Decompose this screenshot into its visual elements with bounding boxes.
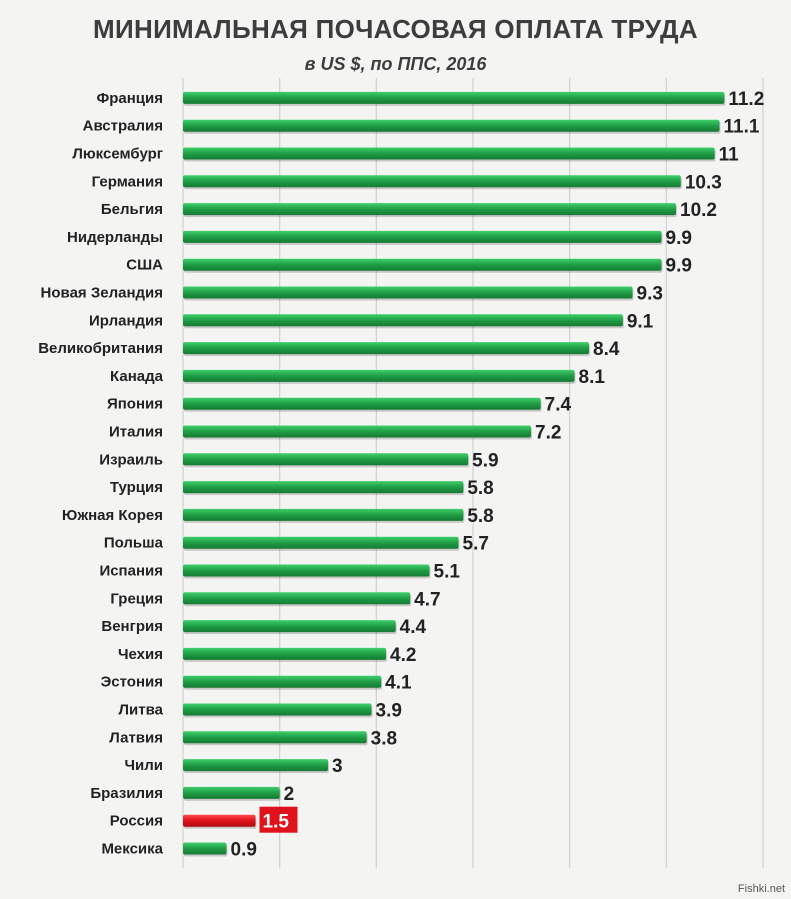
value-label: 3.9 bbox=[376, 701, 402, 722]
category-label: США bbox=[126, 257, 163, 274]
bar bbox=[183, 175, 681, 188]
category-label: Испания bbox=[99, 563, 163, 580]
bar bbox=[183, 842, 227, 855]
bar bbox=[183, 147, 715, 160]
value-label: 2 bbox=[284, 784, 295, 805]
category-label: Германия bbox=[92, 173, 163, 190]
bar bbox=[183, 592, 411, 605]
value-label-highlight-bg bbox=[259, 806, 298, 833]
bar bbox=[183, 203, 676, 216]
bar bbox=[183, 786, 280, 799]
bar bbox=[183, 342, 589, 355]
bar bbox=[183, 481, 464, 494]
category-label: Чехия bbox=[118, 646, 163, 663]
category-label: Чили bbox=[124, 757, 163, 774]
value-label: 9.3 bbox=[637, 284, 663, 305]
bar bbox=[183, 453, 469, 466]
bar bbox=[183, 369, 575, 382]
bar bbox=[183, 647, 386, 660]
category-label: Венгрия bbox=[101, 618, 163, 635]
category-label: Литва bbox=[119, 702, 164, 719]
value-label: 1.5 bbox=[263, 812, 290, 833]
category-label: Италия bbox=[109, 424, 163, 441]
category-label: Бразилия bbox=[90, 785, 163, 802]
value-label: 5.8 bbox=[467, 478, 493, 499]
category-label: Эстония bbox=[101, 674, 163, 691]
value-label: 11 bbox=[719, 145, 740, 166]
bar bbox=[183, 759, 328, 772]
value-label: 4.1 bbox=[385, 673, 412, 694]
value-label: 9.1 bbox=[627, 311, 654, 332]
value-label: 5.1 bbox=[434, 562, 461, 583]
value-label: 8.4 bbox=[593, 339, 620, 360]
bar bbox=[183, 703, 372, 716]
bar-highlight bbox=[183, 814, 256, 827]
category-label: Франция bbox=[96, 90, 163, 107]
bar bbox=[183, 620, 396, 633]
watermark: Fishki.net bbox=[737, 883, 785, 895]
category-label: Бельгия bbox=[101, 201, 163, 218]
value-label: 4.2 bbox=[390, 645, 416, 666]
value-label: 11.2 bbox=[728, 89, 764, 110]
category-label: Греция bbox=[110, 590, 163, 607]
value-label: 5.8 bbox=[467, 506, 493, 527]
bar bbox=[183, 564, 430, 577]
value-label: 10.3 bbox=[685, 172, 722, 193]
value-label: 3.8 bbox=[371, 728, 397, 749]
bar bbox=[183, 91, 725, 104]
value-label: 9.9 bbox=[666, 256, 692, 277]
value-label: 9.9 bbox=[666, 228, 692, 249]
bar bbox=[183, 675, 382, 688]
category-label: Ирландия bbox=[89, 312, 163, 329]
category-label: Южная Корея bbox=[62, 507, 163, 524]
bar bbox=[183, 119, 720, 132]
category-label: Новая Зеландия bbox=[41, 285, 163, 302]
bar bbox=[183, 286, 633, 299]
bar bbox=[183, 230, 662, 243]
value-label: 5.9 bbox=[472, 450, 498, 471]
category-label: Израиль bbox=[99, 451, 163, 468]
chart-title: МИНИМАЛЬНАЯ ПОЧАСОВАЯ ОПЛАТА ТРУДА bbox=[93, 14, 698, 44]
category-label: Турция bbox=[110, 479, 163, 496]
category-label: Великобритания bbox=[38, 340, 163, 357]
category-label: Латвия bbox=[109, 729, 163, 746]
value-label: 4.7 bbox=[414, 589, 440, 610]
category-label: Япония bbox=[107, 396, 163, 413]
value-label: 10.2 bbox=[680, 200, 717, 221]
value-label: 5.7 bbox=[463, 534, 489, 555]
value-label: 11.1 bbox=[724, 117, 760, 138]
category-label: Австралия bbox=[83, 118, 163, 135]
bar bbox=[183, 731, 367, 744]
category-label: Канада bbox=[110, 368, 164, 385]
bar bbox=[183, 536, 459, 549]
category-label: Польша bbox=[104, 535, 164, 552]
value-label: 7.2 bbox=[535, 423, 561, 444]
chart-subtitle: в US $, по ППС, 2016 bbox=[304, 54, 487, 74]
bar bbox=[183, 314, 623, 327]
value-label: 7.4 bbox=[545, 395, 572, 416]
bar bbox=[183, 508, 464, 521]
category-label: Нидерланды bbox=[67, 229, 163, 246]
bar bbox=[183, 397, 541, 410]
category-label: Люксембург bbox=[72, 146, 163, 163]
category-label: Мексика bbox=[101, 841, 163, 858]
value-label: 4.4 bbox=[400, 617, 427, 638]
category-label: Россия bbox=[110, 813, 163, 830]
value-label: 3 bbox=[332, 756, 343, 777]
bar bbox=[183, 258, 662, 271]
value-label: 8.1 bbox=[579, 367, 606, 388]
value-label: 0.9 bbox=[231, 840, 257, 861]
bar bbox=[183, 425, 531, 438]
